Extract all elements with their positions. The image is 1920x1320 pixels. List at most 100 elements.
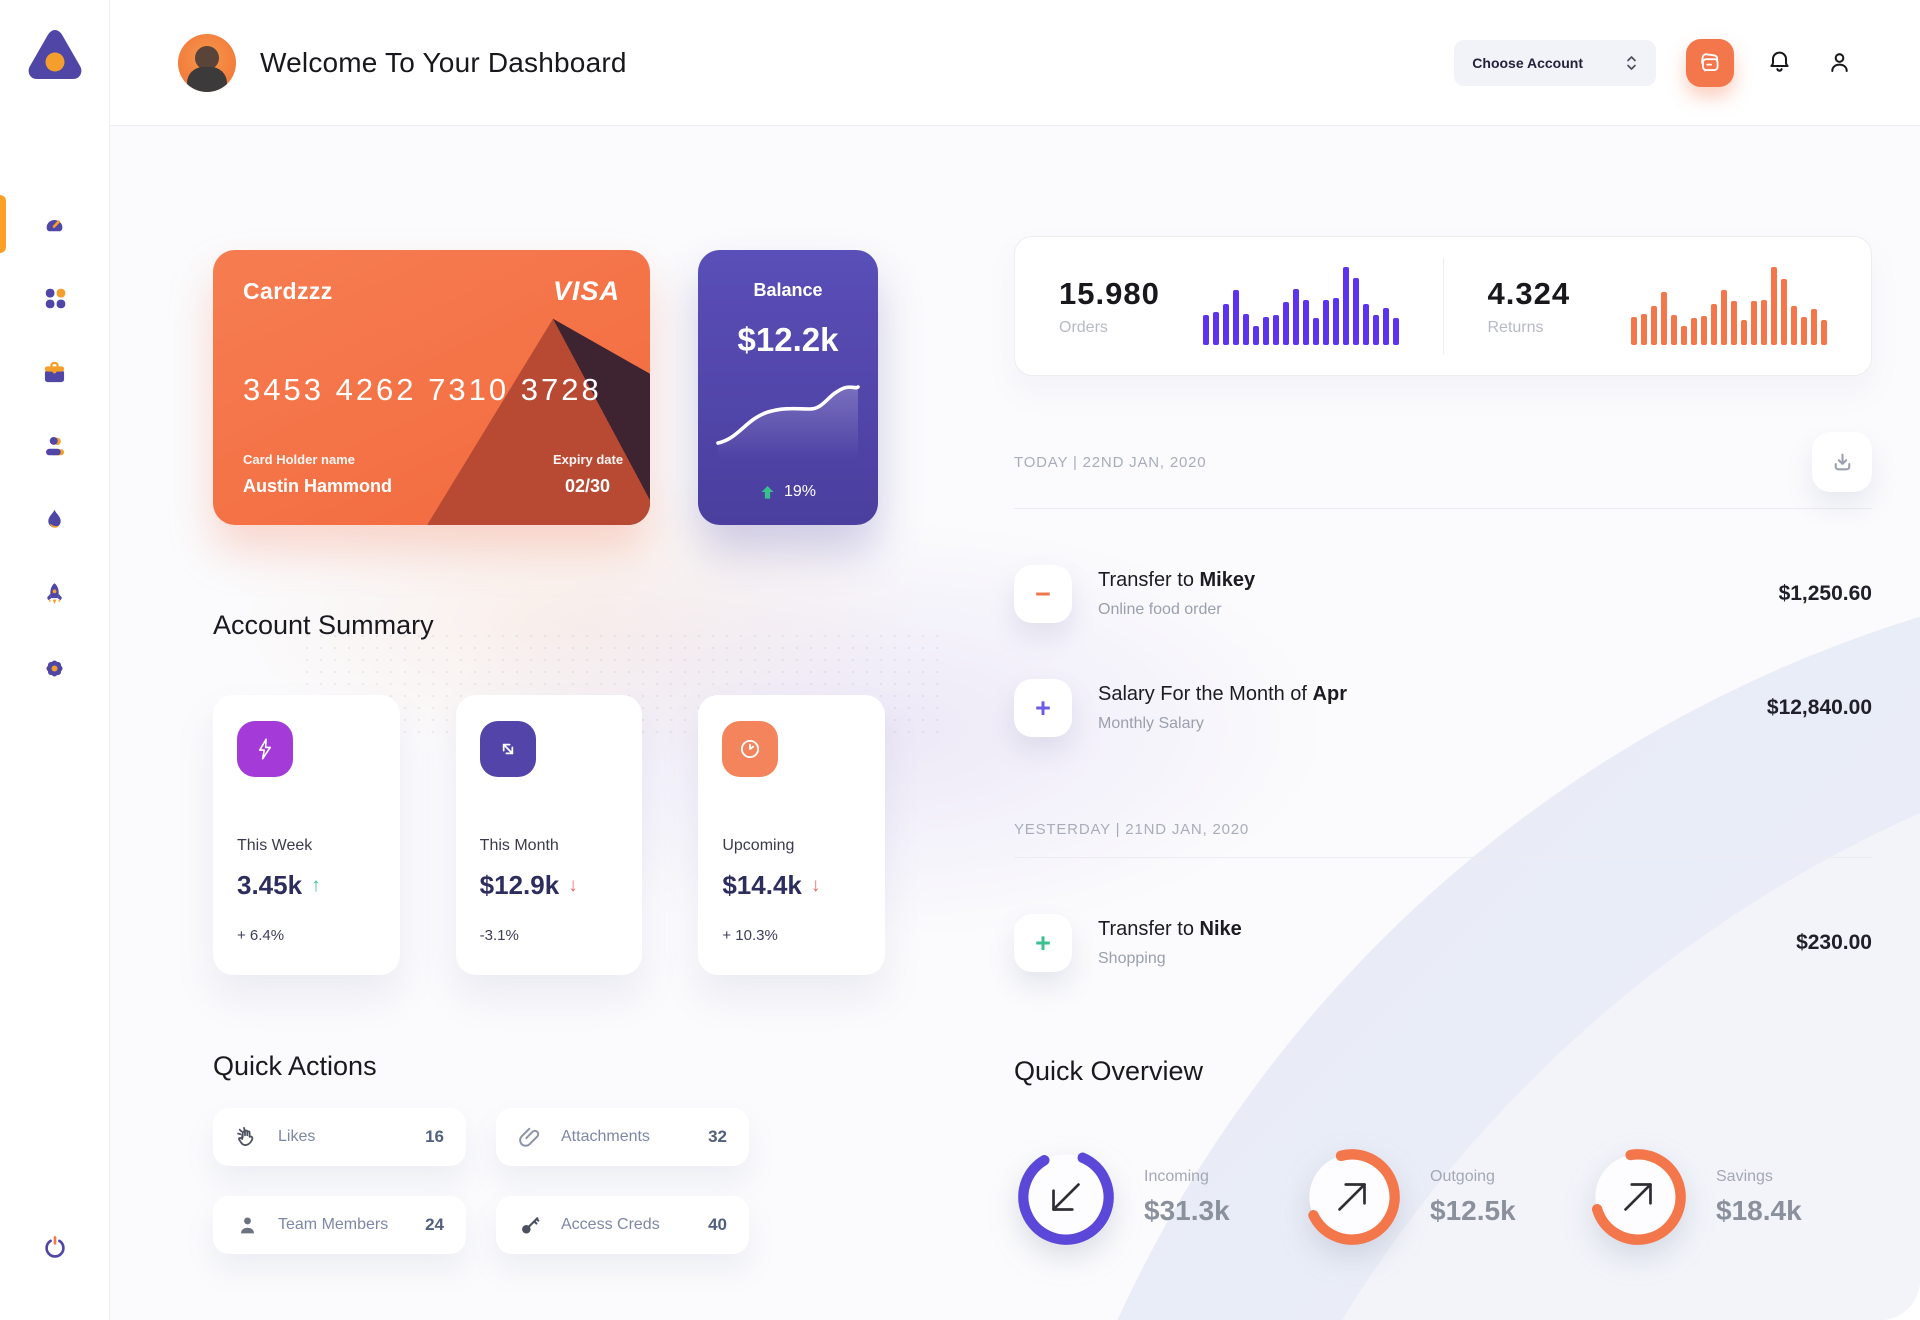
account-summary-cards: This Week 3.45k ↑ + 6.4% [213, 695, 886, 975]
chat-bubbles-icon [1701, 52, 1719, 72]
person-icon [46, 436, 65, 455]
transaction-subtitle: Shopping [1098, 950, 1166, 967]
notifications-button[interactable] [1764, 48, 1794, 78]
summary-change: + 10.3% [722, 927, 778, 944]
sidebar-item-launch[interactable] [33, 572, 77, 616]
savings-ring-chart [1590, 1149, 1686, 1245]
balance-trend: 19% [698, 483, 878, 501]
sidebar-item-settings[interactable] [33, 646, 77, 690]
quick-action-access-creds[interactable]: Access Creds 40 [496, 1196, 749, 1254]
sidebar-item-trending[interactable] [33, 498, 77, 542]
transaction-amount: $230.00 [1796, 931, 1872, 954]
sidebar-item-work[interactable] [33, 350, 77, 394]
sidebar-nav [0, 195, 77, 690]
balance-line-chart [716, 385, 860, 459]
sidebar-item-dashboard[interactable] [0, 195, 77, 253]
transaction-title-prefix: Transfer to [1098, 918, 1200, 940]
summary-amount: $14.4k [722, 870, 802, 900]
summary-card-this-week[interactable]: This Week 3.45k ↑ + 6.4% [213, 695, 400, 975]
paperclip-icon [519, 1127, 540, 1147]
transaction-title: Transfer to Mikey [1098, 569, 1255, 592]
transactions-header-yesterday: YESTERDAY | 21ND JAN, 2020 [1014, 817, 1872, 841]
credit-card[interactable]: Cardzzz VISA 3453 4262 7310 3728 Card Ho… [213, 250, 650, 525]
quick-action-count: 32 [708, 1127, 727, 1146]
quick-action-count: 40 [708, 1215, 727, 1234]
rocket-icon [47, 582, 62, 604]
quick-action-label: Team Members [278, 1216, 389, 1233]
quick-action-likes[interactable]: Likes 16 [213, 1108, 466, 1166]
returns-bar-chart [1631, 267, 1827, 345]
card-expiry-value: 02/30 [565, 476, 611, 496]
returns-stat[interactable]: 4.324 Returns [1444, 267, 1872, 345]
gauge-info: Savings $18.4k [1716, 1168, 1802, 1227]
avatar[interactable] [178, 33, 236, 92]
stats-divider [1442, 258, 1444, 354]
bell-icon [1769, 51, 1789, 72]
diagonal-arrows-icon-tile [479, 721, 536, 777]
transaction-row-salary[interactable]: + Salary For the Month of Apr Monthly Sa… [1014, 679, 1872, 737]
summary-label: This Month [479, 837, 559, 854]
card-name: Cardzzz [243, 278, 333, 304]
profile-button[interactable] [1824, 48, 1854, 78]
quick-action-team-members[interactable]: Team Members 24 [213, 1196, 466, 1254]
sidebar-item-apps[interactable] [33, 276, 77, 320]
transaction-title-prefix: Transfer to [1098, 569, 1200, 591]
diagonal-arrows-icon [502, 743, 513, 755]
trend-down-arrow: ↓ [568, 874, 578, 896]
transaction-amount: $12,840.00 [1766, 696, 1872, 719]
date-label-yesterday: YESTERDAY | 21ND JAN, 2020 [1014, 820, 1250, 838]
sidebar-item-contacts[interactable] [33, 424, 77, 468]
date-label-today: TODAY | 22ND JAN, 2020 [1014, 453, 1207, 471]
orders-stat[interactable]: 15.980 Orders [1015, 267, 1443, 345]
gauge-outgoing[interactable]: Outgoing $12.5k [1300, 1145, 1586, 1249]
quick-action-count: 24 [425, 1215, 444, 1234]
logout-button[interactable] [33, 1226, 77, 1270]
card-holder-name: Austin Hammond [243, 476, 393, 496]
quick-action-attachments[interactable]: Attachments 32 [496, 1108, 749, 1166]
gauge-value: $18.4k [1716, 1194, 1802, 1226]
summary-value: $14.4k ↓ [722, 870, 861, 901]
lightning-icon [258, 738, 272, 760]
gauge-incoming[interactable]: Incoming $31.3k [1014, 1145, 1300, 1249]
transaction-title: Transfer to Nike [1098, 918, 1242, 941]
sidebar [0, 0, 110, 1320]
gauge-label: Incoming [1144, 1167, 1209, 1185]
download-button[interactable] [1812, 432, 1872, 492]
quick-action-count: 16 [425, 1127, 444, 1146]
chat-button[interactable] [1686, 38, 1734, 87]
card-holder-label: Card Holder name [243, 452, 355, 467]
divider [1014, 508, 1872, 509]
app-logo[interactable] [24, 26, 86, 84]
trend-down-arrow: ↓ [810, 874, 821, 896]
download-icon [1834, 453, 1850, 470]
transaction-row-nike[interactable]: + Transfer to Nike Shopping $230.00 [1014, 914, 1872, 972]
summary-amount: $12.9k [479, 870, 560, 900]
gauge-label: Outgoing [1430, 1167, 1495, 1185]
summary-value: $12.9k ↓ [480, 870, 619, 901]
orders-returns-card: 15.980 Orders 4.324 Returns [1014, 236, 1872, 376]
gauge-value: $12.5k [1430, 1194, 1516, 1226]
summary-card-this-month[interactable]: This Month $12.9k ↓ -3.1% [455, 695, 643, 975]
summary-change: -3.1% [479, 927, 519, 944]
balance-change: 19% [783, 483, 817, 500]
orders-value: 15.980 [1059, 275, 1160, 311]
returns-label: Returns [1487, 318, 1544, 336]
up-arrow-icon [761, 485, 774, 499]
gauge-savings[interactable]: Savings $18.4k [1586, 1145, 1872, 1249]
choose-account-select[interactable]: Choose Account [1454, 39, 1656, 86]
balance-label: Balance [753, 280, 823, 300]
summary-card-upcoming[interactable]: Upcoming $14.4k ↓ + 10.3% [698, 695, 886, 975]
transaction-body: Transfer to Mikey Online food order [1098, 569, 1255, 619]
incoming-ring-chart [1018, 1149, 1114, 1245]
balance-card[interactable]: Balance $12.2k [698, 250, 878, 525]
summary-change: + 6.4% [237, 927, 285, 944]
account-summary-title: Account Summary [213, 610, 434, 640]
briefcase-icon [44, 361, 65, 382]
gauge-value: $31.3k [1144, 1194, 1230, 1226]
right-column: 15.980 Orders 4.324 Returns TODAY | 22ND… [1014, 236, 1872, 1320]
card-expiry-label: Expiry date [553, 452, 624, 467]
plus-icon-tile: + [1014, 914, 1072, 972]
transaction-row-mikey[interactable]: − Transfer to Mikey Online food order $1… [1014, 565, 1872, 623]
flame-icon [48, 509, 61, 528]
